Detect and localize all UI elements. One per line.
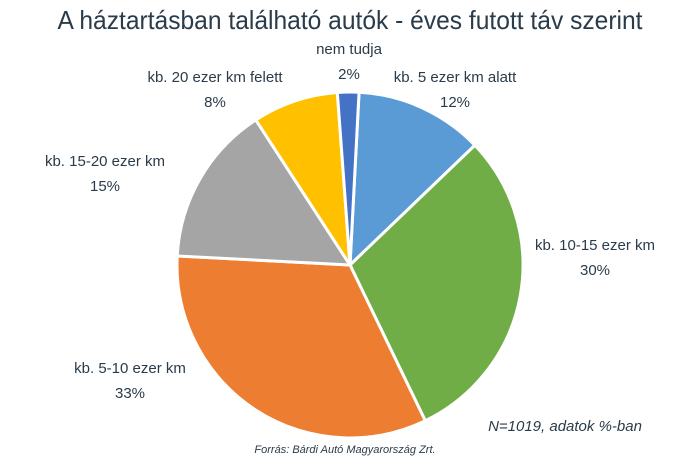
pie-slice xyxy=(335,90,361,266)
slice-value: 2% xyxy=(338,66,360,83)
slice-label: kb. 20 ezer km felett xyxy=(147,69,283,86)
slice-value: 12% xyxy=(440,94,470,111)
pie-slice xyxy=(348,90,477,269)
slice-label: kb. 5-10 ezer km xyxy=(74,360,186,377)
slice-label: kb. 5 ezer km alatt xyxy=(394,69,517,86)
pie-slice xyxy=(175,254,428,440)
slice-value: 30% xyxy=(580,262,610,279)
slice-value: 8% xyxy=(204,94,226,111)
source: Forrás: Bárdi Autó Magyarország Zrt. xyxy=(254,444,435,456)
annotation: N=1019, adatok %-ban xyxy=(488,418,642,435)
slice-value: 33% xyxy=(115,385,145,402)
slice-label: kb. 15-20 ezer km xyxy=(45,153,165,170)
chart-title: A háztartásban található autók - éves fu… xyxy=(58,5,644,35)
pie-slice xyxy=(175,117,353,267)
slice-value: 15% xyxy=(90,178,120,195)
slice-label: nem tudja xyxy=(316,41,383,58)
slice-label: kb. 10-15 ezer km xyxy=(535,237,655,254)
